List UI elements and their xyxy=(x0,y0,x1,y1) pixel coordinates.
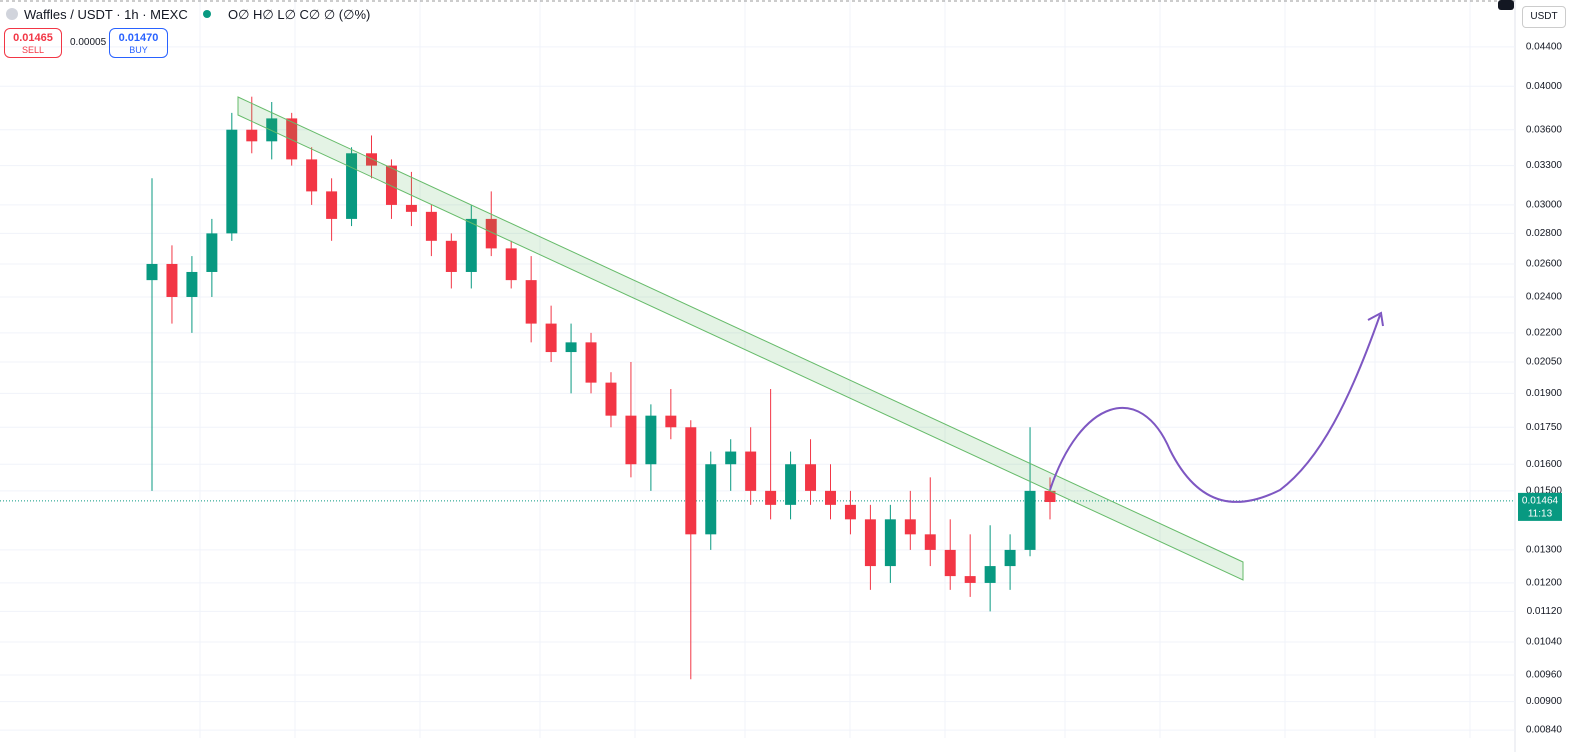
y-tick-label: 0.01040 xyxy=(1526,637,1563,648)
candle-body xyxy=(705,464,717,535)
candle-body xyxy=(825,490,836,505)
price-grid xyxy=(0,46,1515,731)
y-tick-label: 0.01900 xyxy=(1526,388,1563,399)
buy-label: BUY xyxy=(129,45,148,55)
candle-body xyxy=(904,519,916,535)
spread: 0.00005 xyxy=(70,37,107,48)
y-tick-label: 0.02400 xyxy=(1526,292,1563,303)
candle-body xyxy=(844,504,856,520)
candle-body xyxy=(545,323,557,353)
candle-body xyxy=(884,519,896,567)
y-tick-label: 0.01750 xyxy=(1526,422,1563,433)
y-tick-label: 0.02200 xyxy=(1526,328,1563,339)
candle-body xyxy=(266,118,278,142)
candle-body xyxy=(984,566,996,583)
y-tick-label: 0.02800 xyxy=(1526,228,1563,239)
candle-body xyxy=(745,451,757,491)
candle-body xyxy=(346,153,358,219)
candle-body xyxy=(246,129,258,142)
candle-body xyxy=(805,464,817,491)
candle-body xyxy=(725,451,737,465)
candle-body xyxy=(405,204,417,212)
y-tick-label: 0.04400 xyxy=(1526,42,1563,53)
buy-button[interactable]: 0.01470 BUY xyxy=(109,28,168,58)
last-price-badge xyxy=(1518,492,1562,521)
candle-body xyxy=(1024,490,1036,550)
candle-body xyxy=(645,415,657,465)
candle-body xyxy=(425,211,437,241)
y-tick-label: 0.01120 xyxy=(1527,606,1563,617)
y-tick-label: 0.00960 xyxy=(1526,670,1563,681)
settings-icon[interactable] xyxy=(1498,0,1514,10)
candle-body xyxy=(585,342,597,383)
candle-body xyxy=(306,159,318,192)
y-tick-label: 0.02050 xyxy=(1526,357,1563,368)
candle-body xyxy=(565,342,577,353)
candle-body xyxy=(206,233,218,272)
candle-body xyxy=(964,576,976,583)
candle-body xyxy=(864,519,876,567)
y-tick-label: 0.03300 xyxy=(1526,160,1563,171)
candle-body xyxy=(1004,549,1016,567)
candle-body xyxy=(326,191,338,219)
status-dot xyxy=(203,10,211,18)
y-tick-label: 0.00900 xyxy=(1526,696,1563,707)
candle-body xyxy=(1044,490,1056,503)
candle-body xyxy=(685,427,697,535)
candle-body xyxy=(765,490,777,505)
time-grid xyxy=(199,0,1471,738)
y-tick-label: 0.01200 xyxy=(1526,578,1563,589)
candle-body xyxy=(366,153,377,166)
candle-body xyxy=(385,165,397,205)
candle-body xyxy=(445,240,457,272)
candles xyxy=(146,96,1056,680)
trend-channel xyxy=(237,96,1244,581)
candle-body xyxy=(785,464,797,505)
candle-body xyxy=(146,263,158,281)
candle-body xyxy=(226,129,238,234)
ohlc-legend: O∅ H∅ L∅ C∅ ∅ (∅%) xyxy=(228,7,371,22)
candle-body xyxy=(166,263,178,297)
candle-body xyxy=(525,280,537,324)
projection-curve xyxy=(1049,314,1381,503)
symbol-icon xyxy=(6,8,18,20)
sell-label: SELL xyxy=(21,45,45,55)
candle-body xyxy=(485,218,497,249)
candle-body xyxy=(186,271,198,297)
candle-body xyxy=(944,549,956,577)
y-tick-label: 0.04000 xyxy=(1526,81,1563,92)
candle-body xyxy=(605,382,617,416)
y-tick-label: 0.00840 xyxy=(1526,725,1563,736)
candle-body xyxy=(665,415,677,428)
currency-select[interactable]: USDT xyxy=(1522,6,1566,28)
price-axis: 0.04400 0.04000 0.03600 0.03300 0.03000 0.028… xyxy=(1518,42,1562,736)
y-tick-label: 0.03000 xyxy=(1526,200,1563,211)
candle-body xyxy=(625,415,637,465)
y-tick-label: 0.01600 xyxy=(1526,459,1563,470)
projection-arrow xyxy=(1367,311,1384,327)
symbol-title: Waffles / USDT · 1h · MEXC xyxy=(24,7,188,22)
sell-price: 0.01465 xyxy=(13,32,53,44)
y-tick-label: 0.01300 xyxy=(1526,545,1563,556)
buy-price: 0.01470 xyxy=(118,32,159,44)
y-tick-label: 0.01500 xyxy=(1526,486,1563,497)
y-tick-label: 0.03600 xyxy=(1526,124,1563,135)
candle-body xyxy=(924,534,936,550)
candle-body xyxy=(505,248,517,281)
y-tick-label: 0.02600 xyxy=(1526,259,1563,270)
candle-body xyxy=(286,118,298,160)
countdown: 11:13 xyxy=(1528,509,1553,520)
last-price-label: 0.01464 xyxy=(1522,496,1559,507)
sell-button[interactable]: 0.01465 SELL xyxy=(4,28,62,58)
candle-body xyxy=(465,218,477,272)
